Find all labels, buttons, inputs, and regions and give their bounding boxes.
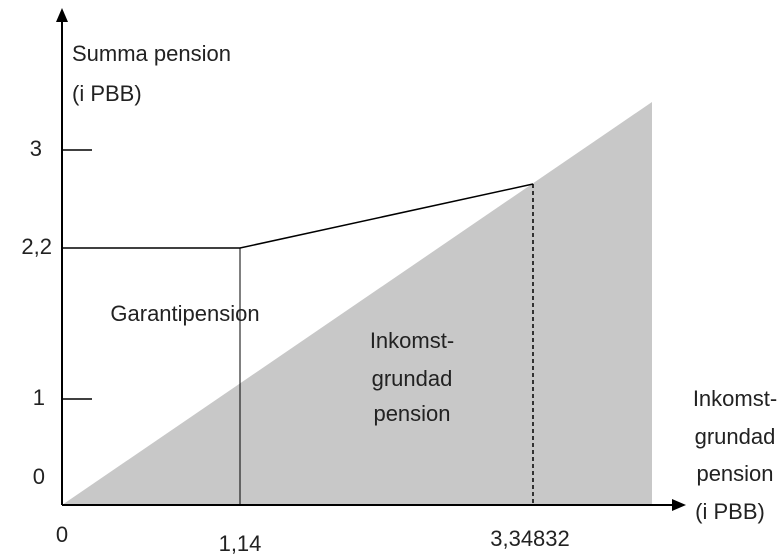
x-axis-label: grundad [695, 424, 776, 449]
x-axis-label: Inkomst- [693, 386, 777, 411]
income-area [62, 102, 652, 505]
y-axis-label: (i PBB) [72, 81, 142, 106]
region-label: Inkomst- [370, 328, 454, 353]
x-axis-label: (i PBB) [695, 499, 765, 524]
x-tick-label: 0 [56, 522, 68, 547]
y-tick-label: 2,2 [21, 234, 52, 259]
region-label: pension [373, 401, 450, 426]
y-axis-label: Summa pension [72, 41, 231, 66]
x-arrow [672, 499, 686, 511]
region-label: grundad [372, 366, 453, 391]
y-tick-label: 1 [33, 385, 45, 410]
x-tick-label: 3,34832 [490, 526, 570, 551]
y-arrow [56, 8, 68, 22]
y-tick-label: 0 [33, 464, 45, 489]
x-axis-label: pension [696, 461, 773, 486]
y-tick-label: 3 [30, 136, 42, 161]
region-label: Garantipension [110, 301, 259, 326]
x-tick-label: 1,14 [219, 531, 262, 556]
